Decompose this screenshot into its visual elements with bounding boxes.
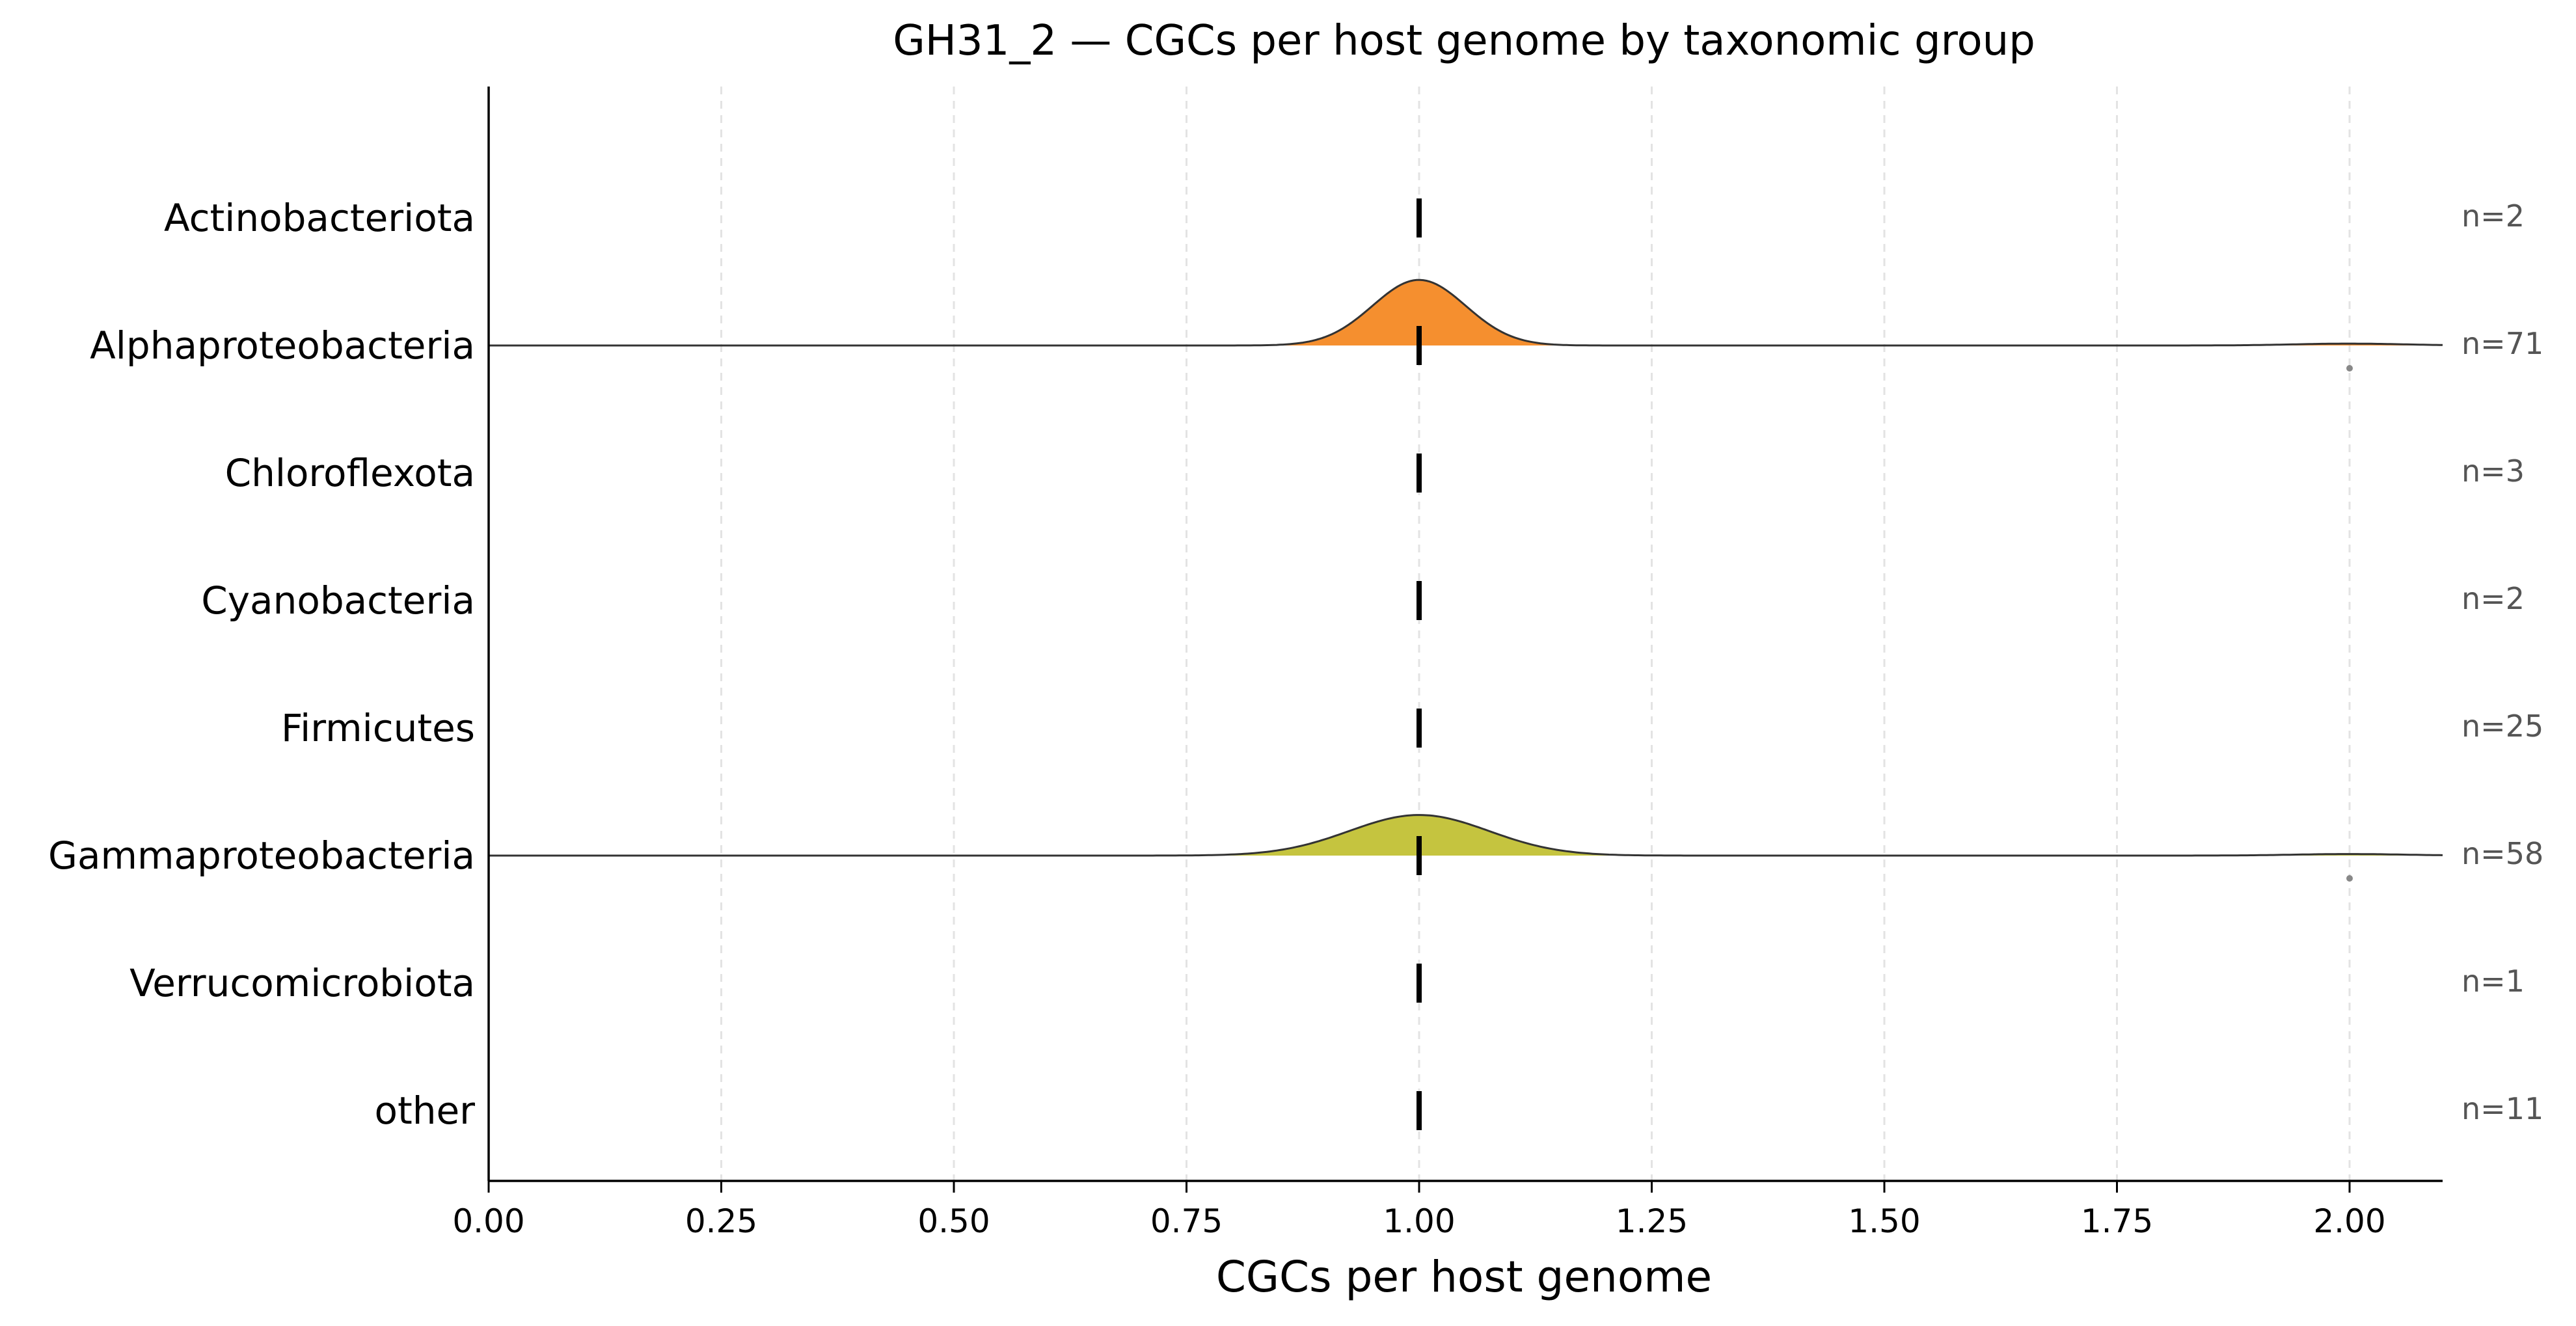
category-label: Actinobacteriota — [164, 196, 475, 240]
chart-title: GH31_2 — CGCs per host genome by taxonom… — [893, 17, 2035, 65]
category-label: Alphaproteobacteria — [90, 323, 475, 368]
density-fill — [489, 280, 2443, 345]
outlier-point — [2346, 875, 2353, 882]
category-label: other — [374, 1089, 475, 1133]
ridge-layer — [489, 198, 2443, 1130]
x-tick-label: 1.00 — [1383, 1202, 1455, 1240]
x-tick-label: 0.75 — [1150, 1202, 1223, 1240]
x-axis-label: CGCs per host genome — [1216, 1252, 1712, 1302]
grid-layer — [720, 87, 2351, 1181]
count-label: n=1 — [2461, 964, 2525, 999]
labels-layer: Actinobacteriota n=2 Alphaproteobacteria n=… — [48, 196, 2543, 1133]
category-label: Gammaproteobacteria — [48, 833, 475, 878]
count-label: n=71 — [2461, 326, 2543, 361]
count-label: n=2 — [2461, 581, 2525, 616]
x-tick-label: 1.75 — [2081, 1202, 2153, 1240]
density-fill — [489, 815, 2443, 856]
count-label: n=11 — [2461, 1091, 2543, 1126]
count-label: n=2 — [2461, 198, 2525, 234]
category-label: Firmicutes — [281, 706, 475, 750]
x-tick-label: 1.50 — [1848, 1202, 1920, 1240]
x-tick-label: 0.00 — [452, 1202, 524, 1240]
x-tick-label: 0.50 — [917, 1202, 990, 1240]
x-tick-label: 2.00 — [2313, 1202, 2385, 1240]
x-tick-label: 1.25 — [1616, 1202, 1688, 1240]
density-outline — [489, 814, 2443, 857]
category-label: Cyanobacteria — [201, 578, 475, 623]
category-label: Chloroflexota — [225, 451, 475, 495]
x-tick-label: 0.25 — [685, 1202, 757, 1240]
count-label: n=58 — [2461, 836, 2543, 871]
category-label: Verrucomicrobiota — [129, 961, 475, 1005]
density-outline — [489, 278, 2443, 347]
count-label: n=25 — [2461, 709, 2543, 744]
outlier-point — [2346, 365, 2353, 372]
count-label: n=3 — [2461, 453, 2525, 489]
axes-layer: 0.00 0.25 0.50 0.75 1.00 1.25 1.50 1.75 2.00 — [452, 87, 2443, 1240]
